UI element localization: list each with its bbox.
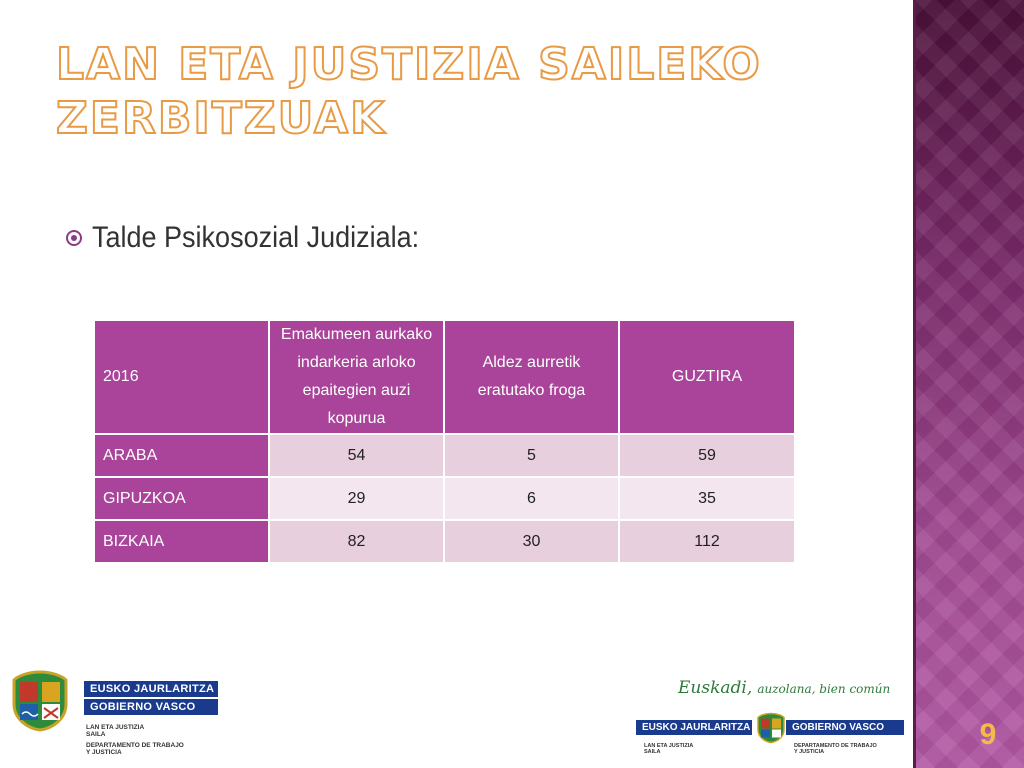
table-row: ARABA 54 5 59 [93,433,796,478]
data-table: 2016 Emakumeen aurkako indarkeria arloko… [93,319,796,564]
logo-line-gobierno: GOBIERNO VASCO [84,699,218,715]
table-row-header: GIPUZKOA [93,476,270,521]
table-row: GIPUZKOA 29 6 35 [93,476,796,521]
slogan-main: Euskadi, [678,678,753,698]
table-row-header: ARABA [93,433,270,478]
logo-right-dept-basque-line-2: SAILA [644,749,661,755]
logo-right-dept-basque-line-1: LAN ETA JUSTIZIA [644,743,694,749]
logo-right-dept-spanish-line-1: DEPARTAMENTO DE TRABAJO [794,743,877,749]
decorative-side-band [913,0,1024,768]
table-row: BIZKAIA 82 30 112 [93,519,796,564]
slide-title: LAN ETA JUSTIZIA SAILEKO ZERBITZUAK [55,38,856,146]
table-cell: 35 [618,476,796,521]
radio-bullet-icon [66,230,82,246]
slogan-rest: auzolana, bien común [757,682,891,696]
table-cell: 29 [268,476,445,521]
table-row-header: BIZKAIA [93,519,270,564]
logo-dept-basque-line-1: LAN ETA JUSTIZIA [86,724,145,731]
slogan: Euskadi, auzolana, bien común [678,678,890,698]
logo-dept-basque-line-2: SAILA [86,731,106,738]
logo-line-eusko: EUSKO JAURLARITZA [84,681,218,697]
slide-title-line-1: LAN ETA JUSTIZIA SAILEKO [55,38,762,91]
bullet-item: Talde Psikosozial Judiziala: [66,218,456,258]
table-cell: 6 [443,476,620,521]
table-cell: 59 [618,433,796,478]
coat-of-arms-icon [12,670,68,732]
euskadi-auzolana-logo: Euskadi, auzolana, bien común EUSKO JAUR… [636,676,908,764]
coat-of-arms-small-icon [757,712,785,744]
side-band-edge [913,0,916,768]
table-header-row: 2016 Emakumeen aurkako indarkeria arloko… [93,319,796,435]
gobierno-vasco-logo: EUSKO JAURLARITZA GOBIERNO VASCO LAN ETA… [10,668,218,763]
logo-dept-spanish-line-1: DEPARTAMENTO DE TRABAJO [86,742,184,749]
table-header-cell: 2016 [93,319,270,435]
table-header-cell: Aldez aurretik eratutako froga [443,319,620,435]
logo-dept-basque: LAN ETA JUSTIZIA SAILA [86,724,216,738]
slide-number: 9 [979,718,997,751]
logo-right-dept-spanish-line-2: Y JUSTICIA [794,749,825,755]
table-cell: 30 [443,519,620,564]
slide-title-line-2: ZERBITZUAK [55,92,387,145]
logo-right-dept-spanish: DEPARTAMENTO DE TRABAJO Y JUSTICIA [794,743,877,755]
logo-bar-eusko: EUSKO JAURLARITZA [636,720,752,735]
table-header-cell: GUZTIRA [618,319,796,435]
table-header-cell: Emakumeen aurkako indarkeria arloko epai… [268,319,445,435]
bullet-text: Talde Psikosozial Judiziala: [92,221,420,254]
table-cell: 54 [268,433,445,478]
table-cell: 5 [443,433,620,478]
table-cell: 112 [618,519,796,564]
logo-bar-gobierno: GOBIERNO VASCO [786,720,904,735]
logo-dept-spanish-line-2: Y JUSTICIA [86,749,122,756]
table-cell: 82 [268,519,445,564]
logo-right-dept-basque: LAN ETA JUSTIZIA SAILA [644,743,693,755]
logo-dept-spanish: DEPARTAMENTO DE TRABAJO Y JUSTICIA [86,742,216,756]
